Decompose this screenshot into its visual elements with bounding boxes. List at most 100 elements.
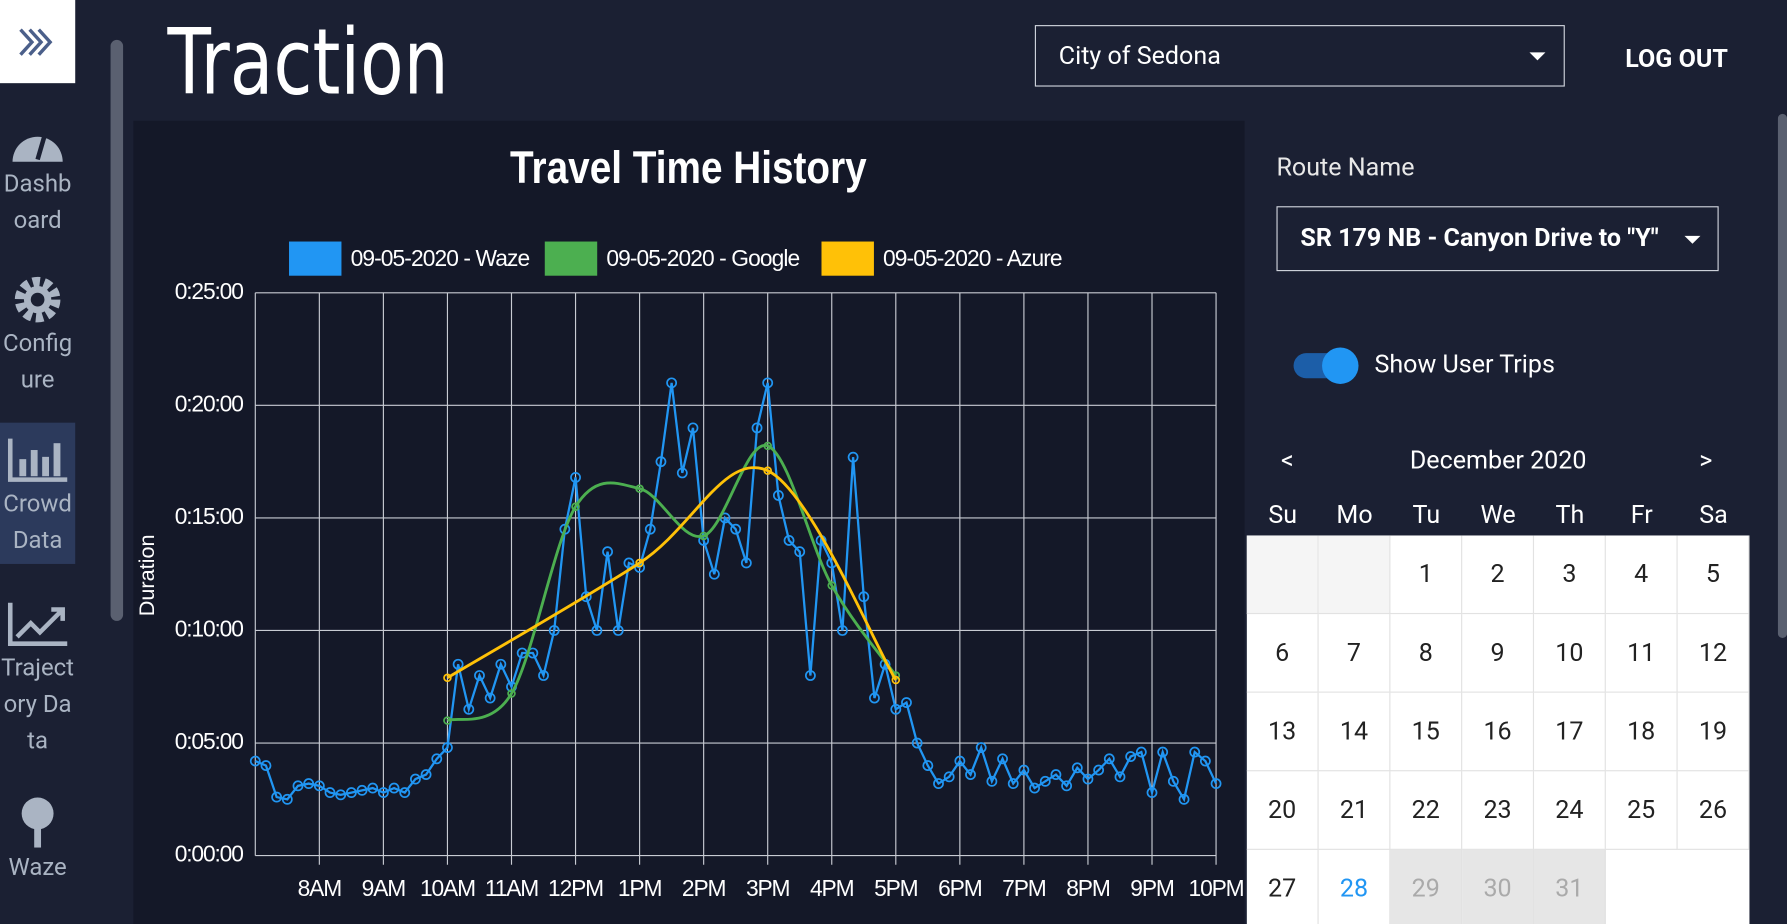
point [570,471,581,483]
point [858,591,870,603]
y-tick-label: 0:10:00 [175,616,244,642]
point [612,625,624,636]
x-tick-label: 8PM [1066,875,1110,901]
legend-swatch [821,241,874,276]
icon [21,797,54,848]
point [388,782,400,794]
city-select[interactable]: City of Sedona [1034,25,1565,87]
nav-label: Dashboard [3,170,72,235]
day[interactable]: 8 [1390,614,1463,693]
day[interactable]: 6 [1246,614,1319,693]
point [1114,771,1126,783]
x-tick-label: 3PM [746,875,790,901]
day[interactable]: 14 [1318,692,1391,772]
day[interactable]: 21 [1318,771,1391,850]
caret [1684,235,1701,244]
point [420,769,432,780]
point [1050,769,1062,780]
next-month[interactable]: > [1699,446,1713,476]
point [452,658,464,670]
day[interactable]: 4 [1605,535,1678,615]
legend-label: 09-05-2020 - Waze [351,245,530,271]
point [922,760,934,771]
nav-dashboard[interactable]: Dashboard [0,116,75,239]
day[interactable]: 28 [1319,849,1391,924]
nav-configure[interactable]: Configure [0,276,75,399]
x-tick-label: 9PM [1130,875,1174,901]
nav-crowd-data[interactable]: Crowd Data [0,422,76,564]
nav-waze[interactable]: Waze [0,795,75,886]
point [890,703,902,715]
day[interactable]: 20 [1246,771,1319,850]
point [827,581,837,590]
icon [12,131,63,162]
point [260,760,272,771]
point [751,422,763,434]
day: 29 [1390,849,1463,924]
day[interactable]: 18 [1605,692,1678,772]
scrollbar[interactable] [110,39,124,621]
weekday: Fr [1630,501,1653,530]
weekday: Mo [1336,501,1373,530]
nav-trajectory[interactable]: Trajectory Data [0,600,75,760]
day[interactable]: 15 [1390,692,1463,772]
day[interactable]: 27 [1247,849,1319,924]
point [1167,775,1179,787]
day[interactable]: 25 [1605,771,1678,850]
day[interactable]: 12 [1677,614,1750,693]
y-tick-label: 0:05:00 [175,728,244,754]
day[interactable]: 1 [1390,535,1463,615]
chart-title: Travel Time History [510,142,867,193]
blank-day [1246,535,1319,615]
day[interactable]: 26 [1677,771,1750,850]
day[interactable]: 17 [1534,692,1606,772]
point [763,441,772,451]
day[interactable]: 7 [1318,614,1391,693]
day[interactable]: 11 [1605,614,1678,693]
point [1146,787,1158,798]
day[interactable]: 16 [1462,692,1535,772]
day[interactable]: 13 [1246,692,1319,772]
day[interactable]: 2 [1462,535,1535,615]
day[interactable]: 3 [1534,535,1606,615]
weekday: Su [1268,501,1298,530]
point [303,778,315,789]
icon [14,276,61,323]
point [367,782,379,794]
prev-month[interactable]: < [1281,446,1294,476]
point [1018,764,1030,776]
point [869,692,880,704]
day[interactable]: 5 [1677,535,1750,615]
point [249,755,261,767]
point [954,755,966,767]
route-label: Route Name [1276,153,1415,183]
point [571,502,580,511]
day[interactable]: 9 [1462,614,1535,693]
caret [1529,52,1546,61]
route-select[interactable]: SR 179 NB - Canyon Drive to "Y" [1276,206,1719,272]
logout[interactable]: LOG OUT [1625,45,1728,75]
point [538,670,549,681]
point [635,558,644,568]
point [847,451,859,463]
day[interactable]: 10 [1534,614,1606,693]
point [1178,793,1190,805]
day[interactable]: 22 [1390,771,1463,850]
point [1157,746,1169,758]
toggle[interactable] [1288,342,1368,390]
point [1061,780,1073,792]
point [1093,764,1105,776]
brand: Traction [167,9,449,116]
point [772,490,784,501]
expand-button[interactable] [0,0,76,84]
x-tick-label: 12PM [548,875,603,901]
point [975,742,987,753]
day[interactable]: 23 [1462,771,1535,850]
scrollbar[interactable] [1777,113,1787,639]
day[interactable]: 24 [1534,771,1606,850]
y-tick-label: 0:15:00 [175,503,244,529]
point [1039,775,1051,787]
day[interactable]: 19 [1677,692,1750,772]
x-tick-label: 10PM [1189,875,1244,901]
